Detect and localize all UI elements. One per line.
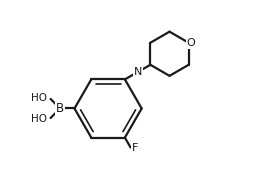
Text: O: O — [187, 38, 195, 48]
Text: B: B — [56, 102, 64, 115]
Text: HO: HO — [31, 93, 47, 103]
Text: HO: HO — [31, 114, 47, 124]
Text: N: N — [133, 67, 142, 77]
Text: F: F — [132, 142, 139, 153]
